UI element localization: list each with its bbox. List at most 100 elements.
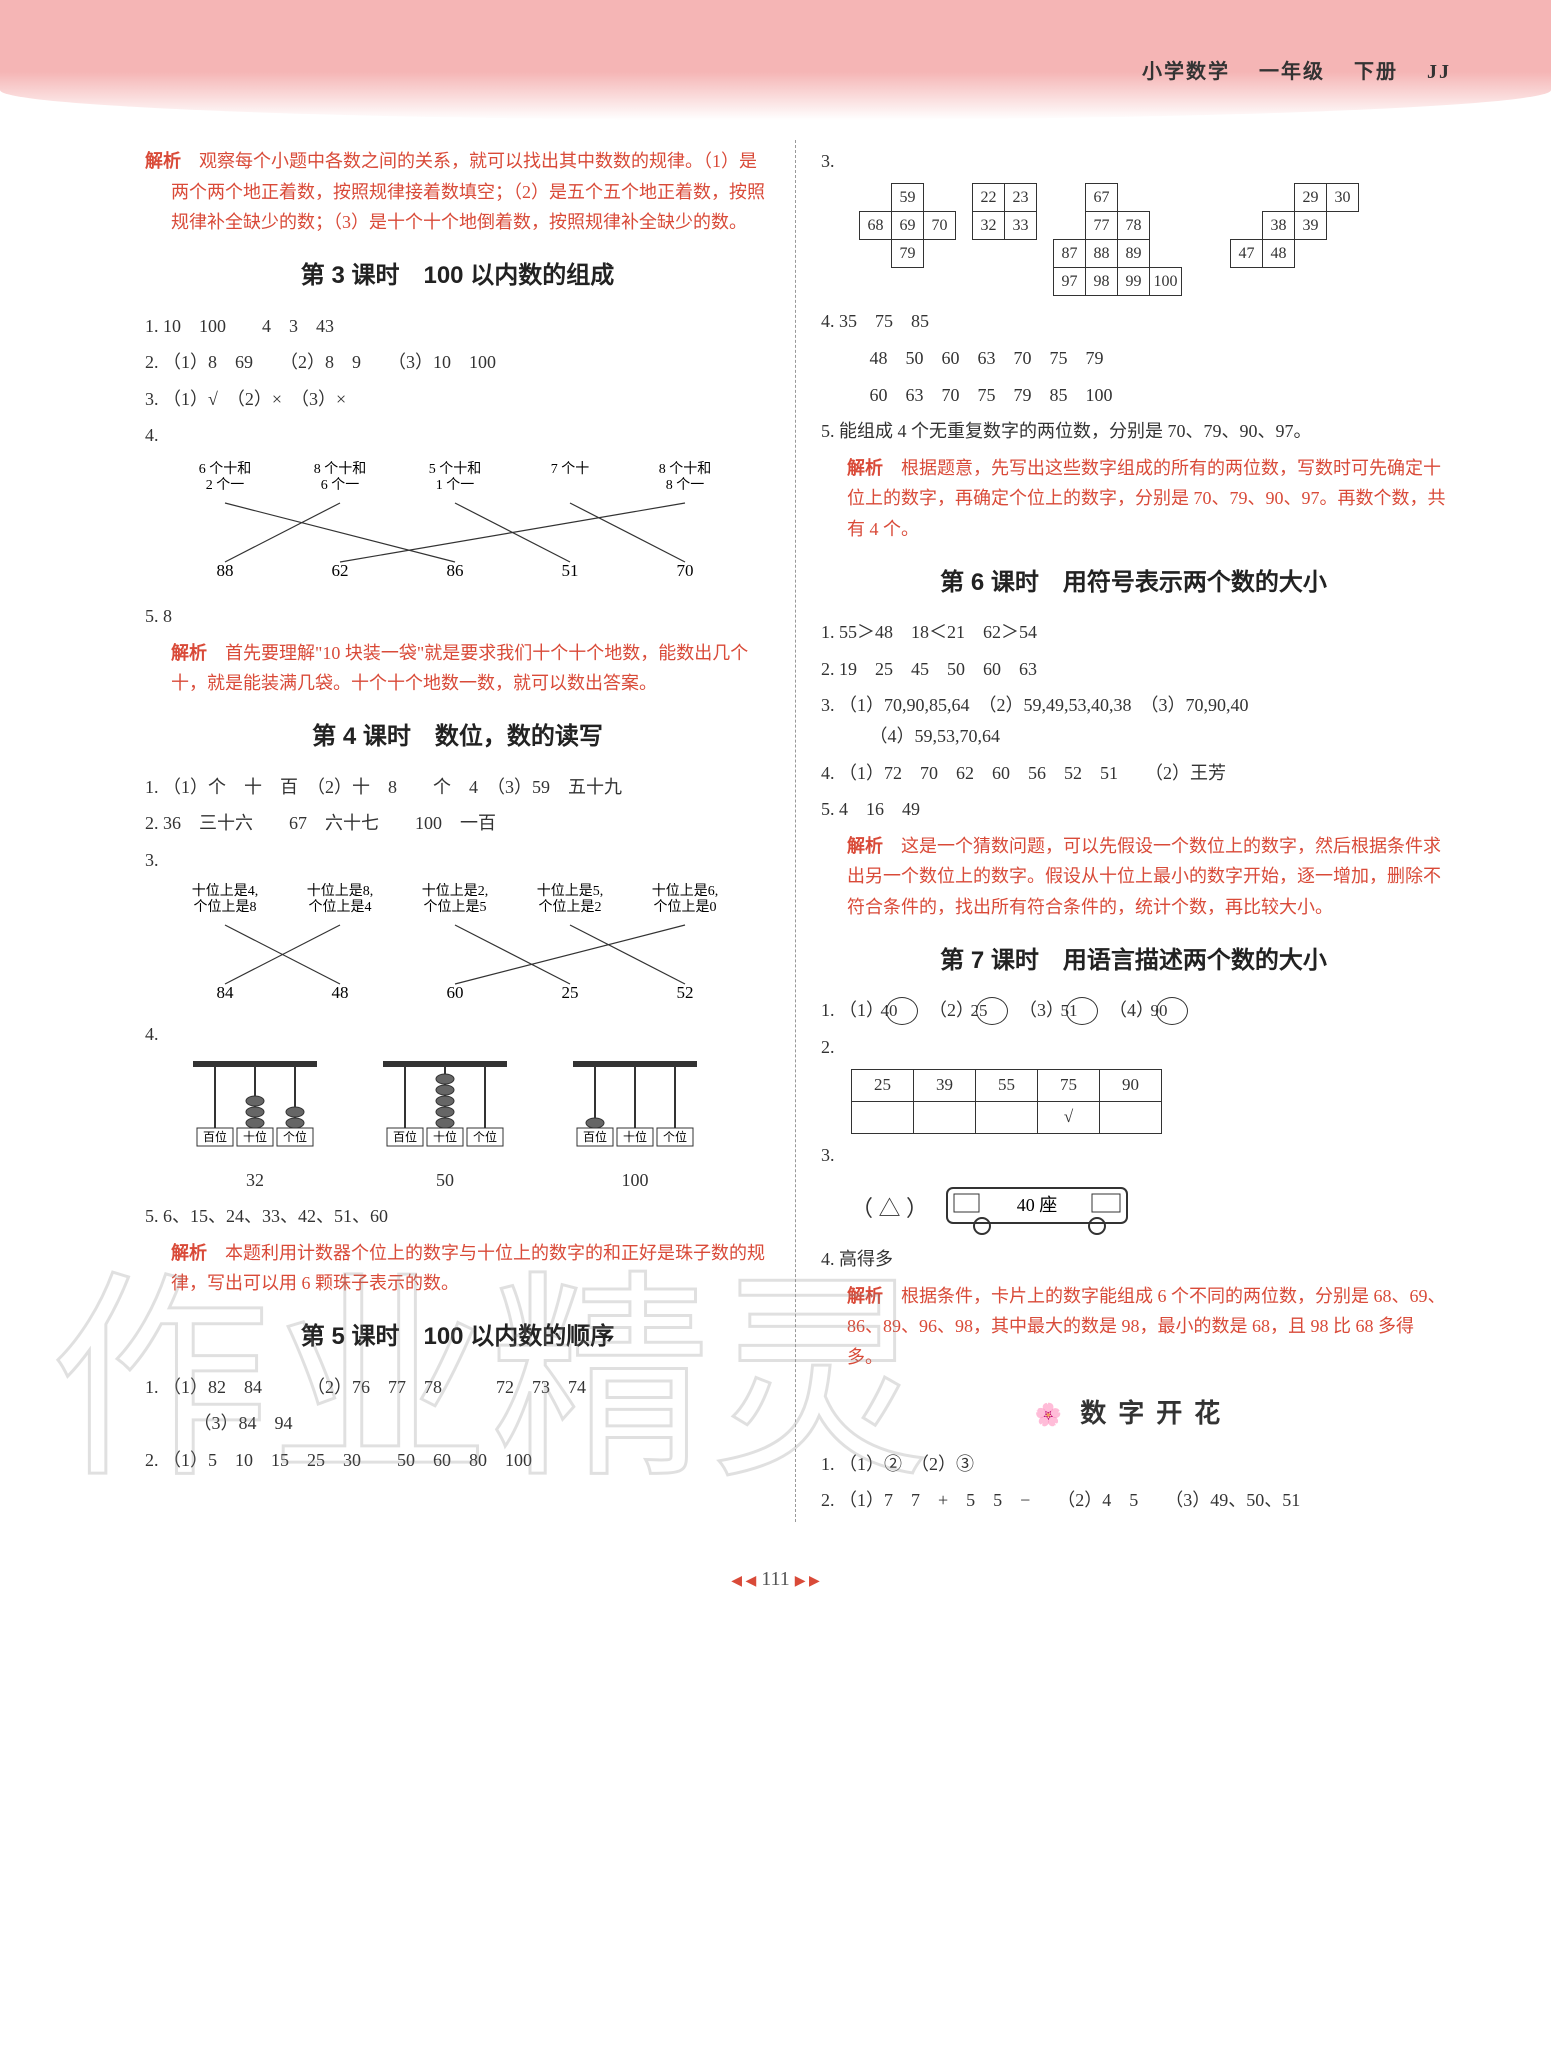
s6-q4: 4. （1）72 70 62 60 56 52 51 （2）王芳 [821, 758, 1446, 789]
svg-text:1 个一: 1 个一 [436, 477, 475, 493]
r-q4-l2: 48 50 60 63 70 75 79 [821, 343, 1446, 374]
svg-text:8 个十和: 8 个十和 [659, 461, 712, 477]
r-q3-grids: 5968697079222332336777788788899798991002… [851, 183, 1446, 297]
s3-q2: 2. （1）8 69 （2）8 9 （3）10 100 [145, 347, 770, 378]
header-grade: 一年级 [1259, 61, 1325, 83]
s5-q2: 2. （1）5 10 15 25 30 50 60 80 100 [145, 1445, 770, 1476]
svg-text:十位上是8,: 十位上是8, [307, 883, 374, 899]
svg-text:百位: 百位 [203, 1129, 227, 1144]
svg-text:个位: 个位 [283, 1129, 307, 1144]
analysis-text: 本题利用计数器个位上的数字与十位上的数字的和正好是珠子数的规律，写出可以用 6 … [171, 1243, 765, 1294]
svg-text:个位上是4: 个位上是4 [309, 899, 372, 915]
s3-q3: 3. （1）√ （2）× （3）× [145, 384, 770, 415]
s4-q3-diagram: 十位上是4,个位上是8十位上是8,个位上是4十位上是2,个位上是5十位上是5,个… [175, 883, 735, 1013]
s5-q1a: 1. （1）82 84 （2）76 77 78 72 73 74 [145, 1372, 770, 1403]
svg-text:十位上是5,: 十位上是5, [537, 883, 604, 899]
r-q4-l3: 60 63 70 75 79 85 100 [821, 380, 1446, 411]
s4-q2: 2. 36 三十六 67 六十七 100 一百 [145, 808, 770, 839]
flower-title: 🌸数字开花 [821, 1391, 1446, 1435]
svg-text:7 个十: 7 个十 [551, 461, 590, 477]
s4-q4-abacus-row: 百位十位个位32百位十位个位50百位十位个位100 [185, 1058, 770, 1195]
svg-text:8 个十和: 8 个十和 [314, 461, 367, 477]
svg-text:个位上是5: 个位上是5 [424, 899, 487, 915]
triangle-right-icon: ▶ ▶ [795, 1574, 820, 1589]
analysis-text: 根据题意，先写出这些数字组成的所有的两位数，写数时可先确定十位上的数字，再确定个… [847, 458, 1446, 539]
s6-q1: 1. 55＞48 18＜21 62＞54 [821, 617, 1446, 648]
abacus: 百位十位个位32 [185, 1058, 325, 1195]
r-q5-analysis: 解析 根据题意，先写出这些数字组成的所有的两位数，写数时可先确定十位上的数字，再… [821, 453, 1446, 545]
r-q3-prefix: 3. [821, 146, 1446, 177]
left-column: 解析 观察每个小题中各数之间的关系，就可以找出其中数数的规律。（1）是两个两个地… [120, 140, 796, 1522]
abacus: 百位十位个位100 [565, 1058, 705, 1195]
s7-q1: 1. （1）40 （2）25 （3）51 （4）90 [821, 995, 1446, 1026]
svg-text:个位上是8: 个位上是8 [194, 899, 257, 915]
svg-text:十位上是6,: 十位上是6, [652, 883, 719, 899]
svg-text:十位: 十位 [433, 1129, 457, 1144]
analysis-text: 首先要理解"10 块装一袋"就是要求我们十个十个地数，能数出几个十，就是能装满几… [171, 643, 748, 694]
number-grid: 677778878889979899100 [1053, 183, 1214, 297]
s3-q4-prefix: 4. [145, 420, 770, 451]
analysis-label: 解析 [145, 151, 181, 171]
s6-q5-analysis: 解析 这是一个猜数问题，可以先假设一个数位上的数字，然后根据条件求出另一个数位上… [821, 831, 1446, 923]
header-subject: 小学数学 [1142, 61, 1230, 83]
s3-q5: 5. 8 [145, 601, 770, 632]
s7-q3-prefix: 3. [821, 1140, 1446, 1171]
number-grid: 293038394748 [1230, 183, 1359, 269]
section-3-title: 第 3 课时 100 以内数的组成 [145, 256, 770, 297]
svg-text:个位上是0: 个位上是0 [654, 899, 717, 915]
s4-q3-prefix: 3. [145, 845, 770, 876]
analysis-label: 解析 [171, 1243, 207, 1263]
svg-text:十位: 十位 [623, 1129, 647, 1144]
bus-icon: 40 座 [942, 1178, 1142, 1238]
s7-q4-analysis: 解析 根据条件，卡片上的数字能组成 6 个不同的两位数，分别是 68、69、86… [821, 1281, 1446, 1373]
page-footer: ◀ ◀ 111 ▶ ▶ [0, 1552, 1551, 1616]
svg-text:8 个一: 8 个一 [666, 477, 705, 493]
header-code: JJ [1427, 61, 1451, 83]
page-number: 111 [761, 1568, 790, 1590]
svg-text:6 个十和: 6 个十和 [199, 461, 252, 477]
s3-q1: 1. 10 100 4 3 43 [145, 311, 770, 342]
r-q4-l1: 4. 35 75 85 [821, 306, 1446, 337]
svg-text:十位上是2,: 十位上是2, [422, 883, 489, 899]
section-6-title: 第 6 课时 用符号表示两个数的大小 [821, 563, 1446, 604]
analysis-label: 解析 [171, 643, 207, 663]
svg-text:个位: 个位 [473, 1129, 497, 1144]
s6-q3: 3. （1）70,90,85,64 （2）59,49,53,40,38 （3）7… [821, 690, 1446, 751]
s7-q4: 4. 高得多 [821, 1244, 1446, 1275]
section-5-title: 第 5 课时 100 以内数的顺序 [145, 1317, 770, 1358]
analysis-label: 解析 [847, 1286, 883, 1306]
header-text: 小学数学 一年级 下册 JJ [1142, 55, 1451, 89]
analysis-text: 这是一个猜数问题，可以先假设一个数位上的数字，然后根据条件求出另一个数位上的数字… [847, 836, 1441, 917]
analysis-text: 根据条件，卡片上的数字能组成 6 个不同的两位数，分别是 68、69、86、89… [847, 1286, 1446, 1367]
s4-q4-prefix: 4. [145, 1019, 770, 1050]
abacus: 百位十位个位50 [375, 1058, 515, 1195]
page-header: 小学数学 一年级 下册 JJ [0, 0, 1551, 120]
analysis-text: 观察每个小题中各数之间的关系，就可以找出其中数数的规律。（1）是两个两个地正着数… [171, 151, 765, 232]
svg-text:51: 51 [562, 561, 579, 580]
svg-text:52: 52 [677, 983, 694, 1002]
s6-q5: 5. 4 16 49 [821, 794, 1446, 825]
svg-text:十位: 十位 [243, 1129, 267, 1144]
triangle-symbol: （ △ ） [851, 1190, 928, 1227]
circled-number: 51 [1066, 997, 1098, 1025]
content: 解析 观察每个小题中各数之间的关系，就可以找出其中数数的规律。（1）是两个两个地… [0, 120, 1551, 1552]
svg-text:25: 25 [562, 983, 579, 1002]
flower-q1: 1. （1）② （2）③ [821, 1449, 1446, 1480]
s6-q2: 2. 19 25 45 50 60 63 [821, 654, 1446, 685]
header-volume: 下册 [1354, 61, 1398, 83]
svg-text:百位: 百位 [583, 1129, 607, 1144]
svg-text:62: 62 [332, 561, 349, 580]
circled-number: 40 [886, 997, 918, 1025]
svg-text:88: 88 [217, 561, 234, 580]
r-q5: 5. 能组成 4 个无重复数字的两位数，分别是 70、79、90、97。 [821, 416, 1446, 447]
svg-text:60: 60 [447, 983, 464, 1002]
s7-q2-prefix: 2. [821, 1032, 1446, 1063]
flower-q2: 2. （1）7 7 + 5 5 − （2）4 5 （3）49、50、51 [821, 1485, 1446, 1516]
svg-text:百位: 百位 [393, 1129, 417, 1144]
svg-text:个位: 个位 [663, 1129, 687, 1144]
svg-text:2 个一: 2 个一 [206, 477, 245, 493]
svg-text:48: 48 [332, 983, 349, 1002]
s5-q1b: （3）84 94 [145, 1408, 770, 1439]
svg-text:70: 70 [677, 561, 694, 580]
s4-q5-analysis: 解析 本题利用计数器个位上的数字与十位上的数字的和正好是珠子数的规律，写出可以用… [145, 1238, 770, 1299]
